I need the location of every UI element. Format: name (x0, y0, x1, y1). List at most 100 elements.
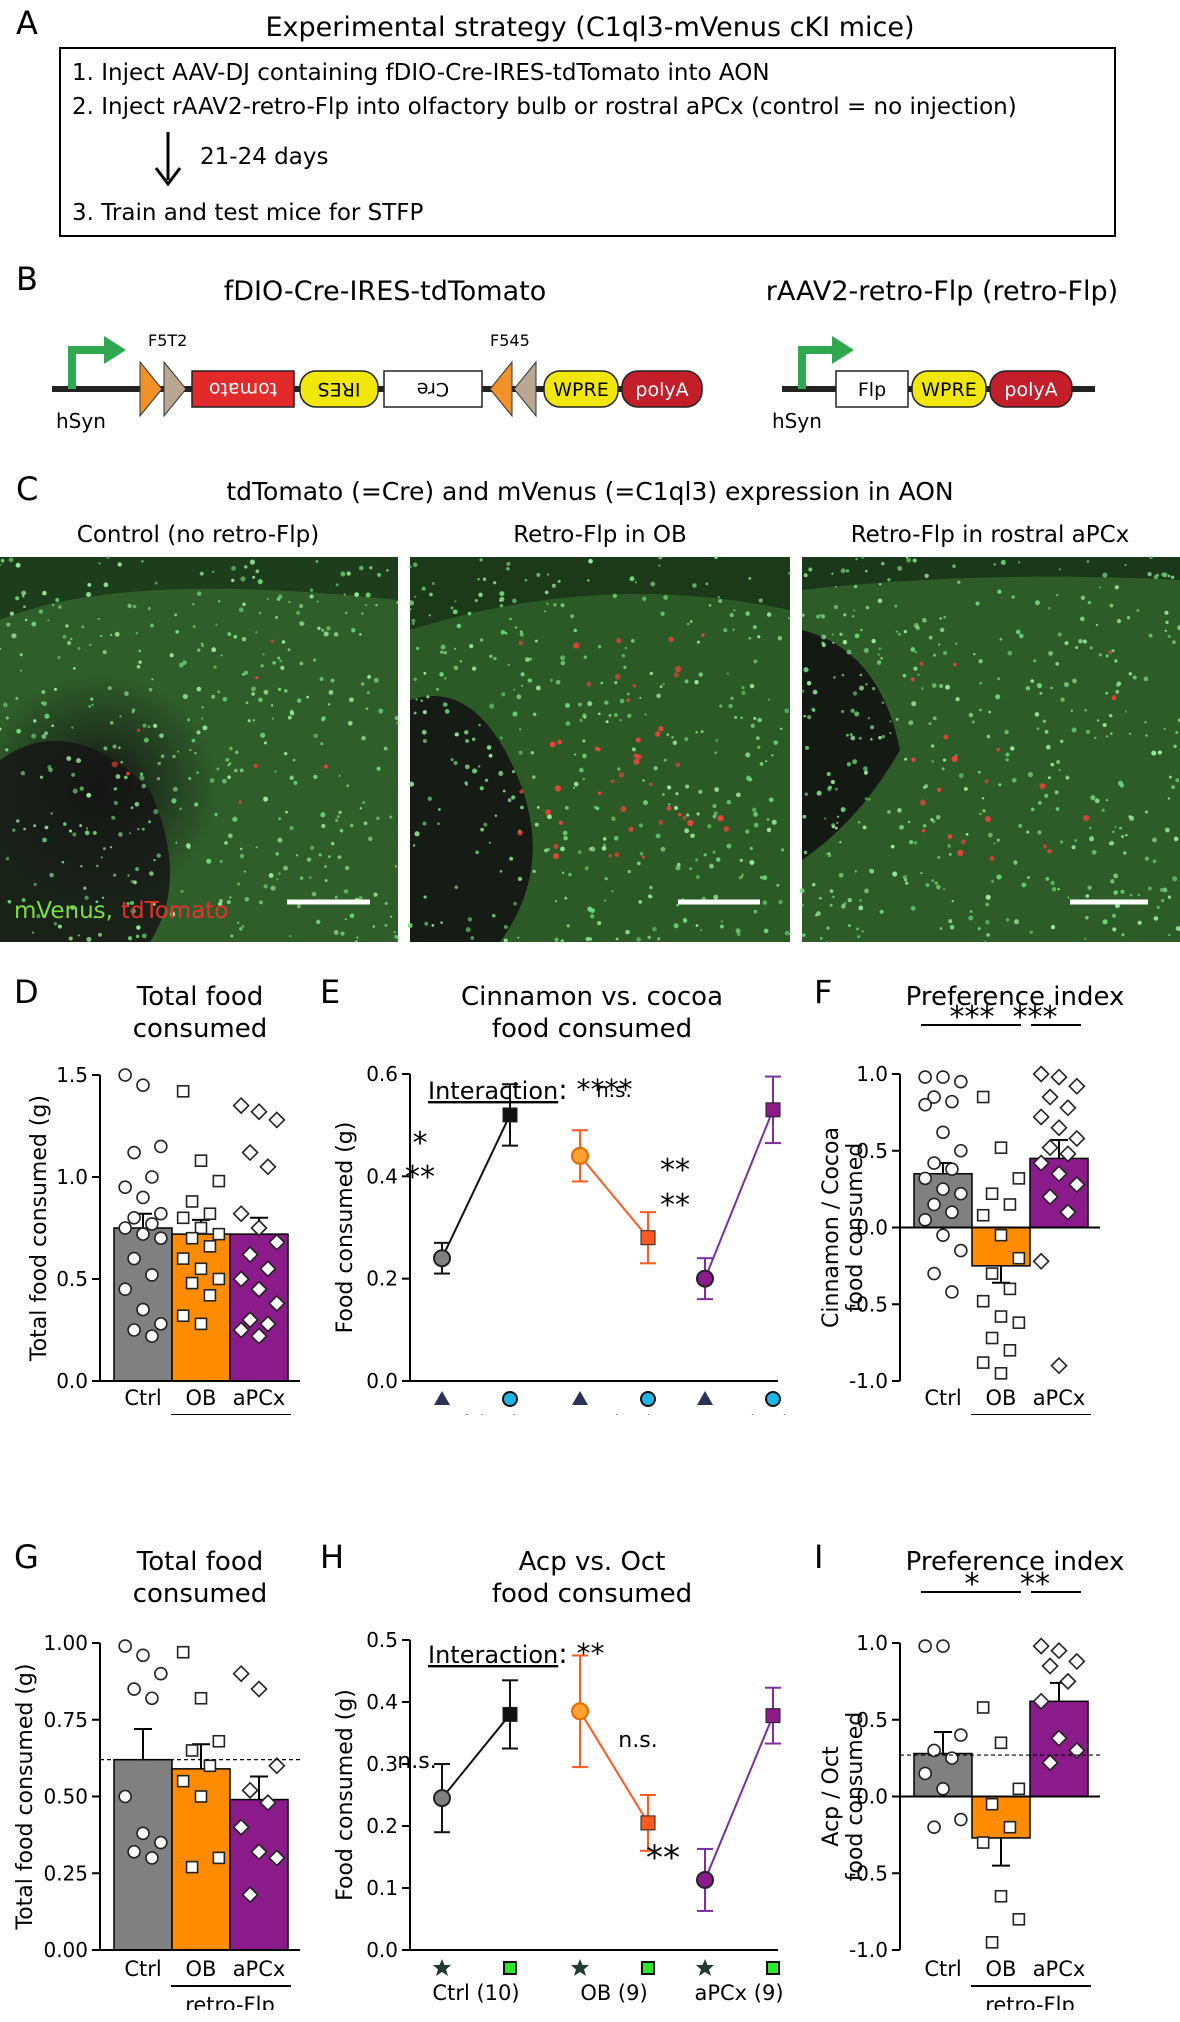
cell-dot (573, 786, 576, 789)
cell-dot (858, 736, 862, 740)
cell-dot (881, 561, 885, 566)
cell-dot (913, 666, 918, 671)
cell-dot (44, 731, 48, 736)
cell-dot (642, 596, 647, 601)
y-axis-label: Acp / Oct (819, 1746, 844, 1847)
cell-dot (471, 768, 478, 774)
cell-dot (1147, 571, 1152, 577)
construct1-diagram: hSyn F5T2 tomato IRES Cre F545 WPRE poly… (52, 331, 703, 433)
cell-dot (174, 613, 178, 617)
cell-dot (407, 922, 413, 928)
cell-dot-red (687, 820, 694, 827)
mean-point-a (696, 1269, 714, 1288)
panel-c-title: tdTomato (=Cre) and mVenus (=C1ql3) expr… (226, 477, 953, 506)
cell-dot (0, 727, 2, 731)
cell-dot (1045, 876, 1050, 881)
bar-ctrl (113, 1758, 173, 1951)
cell-dot (280, 665, 285, 670)
data-point (976, 1294, 990, 1308)
cell-dot (674, 806, 679, 811)
cell-dot-red (323, 764, 328, 769)
cell-dot (1087, 600, 1092, 605)
cell-dot (969, 910, 973, 913)
cell-dot (263, 884, 268, 889)
cell-dot (100, 634, 103, 637)
cell-dot (749, 846, 753, 851)
y-tick-label: 0.4 (366, 1164, 398, 1188)
cell-dot (613, 835, 619, 841)
cell-dot (503, 938, 508, 943)
data-point (232, 1270, 250, 1288)
cell-dot (629, 576, 635, 582)
cell-dot (939, 627, 945, 633)
cell-dot (1172, 640, 1176, 645)
data-point (145, 1217, 159, 1231)
cell-dot (776, 883, 780, 887)
data-point (1032, 1154, 1050, 1172)
cell-dot (196, 686, 202, 692)
cell-dot (237, 921, 240, 924)
cell-dot (707, 824, 712, 829)
cell-dot (79, 824, 83, 828)
cell-dot (156, 853, 161, 858)
cell-dot (42, 701, 47, 706)
cell-dot (409, 781, 415, 787)
cell-dot (985, 920, 990, 925)
cell-dot (31, 931, 35, 934)
cell-dot (532, 712, 537, 717)
interaction-significance: : ** (558, 1637, 604, 1670)
cell-dot (80, 865, 83, 868)
cell-dot (506, 567, 510, 571)
cell-dot (624, 646, 628, 650)
cell-dot (70, 905, 75, 911)
cell-dot (912, 558, 917, 563)
cell-dot (570, 614, 575, 619)
cell-dot (1042, 719, 1046, 723)
cell-dot (858, 905, 864, 911)
cell-dot (564, 805, 569, 810)
wait-duration: 21-24 days (200, 144, 328, 170)
data-point (250, 1843, 268, 1861)
cell-dot (5, 748, 9, 752)
cell-dot (201, 644, 204, 648)
cell-dot (1080, 616, 1085, 622)
data-point (241, 1245, 259, 1264)
data-point (127, 1251, 141, 1266)
y-tick-label: 1.0 (856, 1062, 888, 1086)
cell-dot (197, 648, 201, 652)
cell-dot (517, 936, 520, 939)
cell-dot (695, 858, 699, 862)
cell-dot (952, 564, 956, 568)
cell-dot (131, 711, 135, 714)
cell-dot-red (943, 734, 949, 740)
cell-dot (1175, 778, 1180, 783)
cell-dot (65, 624, 69, 628)
series-line (579, 1710, 649, 1824)
cell-dot (1033, 659, 1037, 663)
cell-dot (89, 643, 92, 647)
step-3: 3. Train and test mice for STFP (72, 200, 424, 226)
cell-dot (1144, 721, 1147, 724)
cell-dot (799, 888, 805, 894)
cell-dot (852, 759, 858, 765)
cell-dot (504, 631, 508, 635)
cell-dot (257, 579, 263, 585)
data-point (994, 1141, 1008, 1154)
cell-dot (565, 721, 571, 727)
cell-dot (673, 923, 679, 929)
cell-dot (93, 916, 96, 919)
cell-dot (1164, 827, 1170, 833)
cell-dot (287, 715, 292, 720)
cell-dot-red (616, 637, 622, 644)
cell-dot (642, 779, 645, 782)
cell-dot (932, 716, 937, 721)
y-axis-label-2: food consumed (843, 1712, 868, 1881)
cell-dot (512, 688, 516, 691)
cell-dot (196, 591, 202, 596)
cell-dot (456, 623, 462, 629)
cell-dot-red (628, 826, 634, 832)
data-point (927, 1090, 941, 1104)
cell-dot (285, 810, 288, 814)
cell-dot (684, 828, 690, 834)
cell-dot (109, 633, 113, 637)
